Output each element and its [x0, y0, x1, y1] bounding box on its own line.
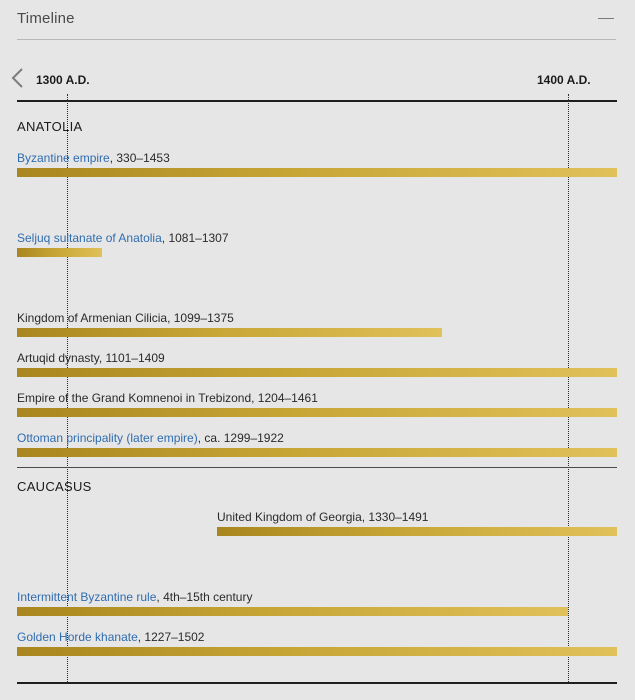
- row-dates: , ca. 1299–1922: [197, 431, 284, 445]
- link-golden-horde[interactable]: Golden Horde khanate: [17, 630, 138, 644]
- row-dates: , 1227–1502: [137, 630, 205, 644]
- bar-georgia: [217, 527, 617, 536]
- section-title-anatolia: ANATOLIA: [17, 119, 83, 134]
- marker-line-1300: [67, 94, 68, 682]
- bar-golden-horde: [17, 647, 617, 656]
- marker-line-1400: [568, 94, 569, 682]
- row-label-armenian-cilicia: Kingdom of Armenian Cilicia, 1099–1375: [17, 311, 234, 325]
- row-label-artuqid-dynasty: Artuqid dynasty, 1101–1409: [17, 351, 165, 365]
- link-byzantine-rule[interactable]: Intermittent Byzantine rule: [17, 590, 157, 604]
- link-seljuq-sultanate[interactable]: Seljuq sultanate of Anatolia: [17, 231, 162, 245]
- section-title-caucasus: CAUCASUS: [17, 479, 92, 494]
- row-label-byzantine-rule: Intermittent Byzantine rule, 4th–15th ce…: [17, 590, 252, 604]
- scale-start-label: 1300 A.D.: [36, 73, 90, 87]
- minus-icon[interactable]: [598, 18, 614, 19]
- scale-end-label: 1400 A.D.: [537, 73, 591, 87]
- row-dates: , 1081–1307: [161, 231, 229, 245]
- bar-artuqid-dynasty: [17, 368, 617, 377]
- row-label-ottoman-principality: Ottoman principality (later empire), ca.…: [17, 431, 284, 445]
- row-label-trebizond: Empire of the Grand Komnenoi in Trebizon…: [17, 391, 318, 405]
- chevron-left-icon[interactable]: [9, 66, 29, 90]
- row-dates: , 330–1453: [109, 151, 170, 165]
- panel-title: Timeline: [17, 10, 75, 27]
- link-byzantine-empire[interactable]: Byzantine empire: [17, 151, 110, 165]
- row-label-seljuq-sultanate: Seljuq sultanate of Anatolia, 1081–1307: [17, 231, 229, 245]
- bar-byzantine-empire: [17, 168, 617, 177]
- bar-trebizond: [17, 408, 617, 417]
- bar-seljuq-sultanate: [17, 248, 102, 257]
- row-label-georgia: United Kingdom of Georgia, 1330–1491: [217, 510, 429, 524]
- bar-armenian-cilicia: [17, 328, 442, 337]
- section-divider: [17, 467, 617, 468]
- row-dates: , 4th–15th century: [156, 590, 253, 604]
- timeline-bottom-rule: [17, 682, 617, 684]
- row-label-golden-horde: Golden Horde khanate, 1227–1502: [17, 630, 204, 644]
- bar-byzantine-rule: [17, 607, 568, 616]
- link-ottoman-principality[interactable]: Ottoman principality (later empire): [17, 431, 198, 445]
- scale-axis: [17, 100, 617, 102]
- header-divider: [17, 39, 616, 40]
- bar-ottoman-principality: [17, 448, 617, 457]
- row-label-byzantine-empire: Byzantine empire, 330–1453: [17, 151, 170, 165]
